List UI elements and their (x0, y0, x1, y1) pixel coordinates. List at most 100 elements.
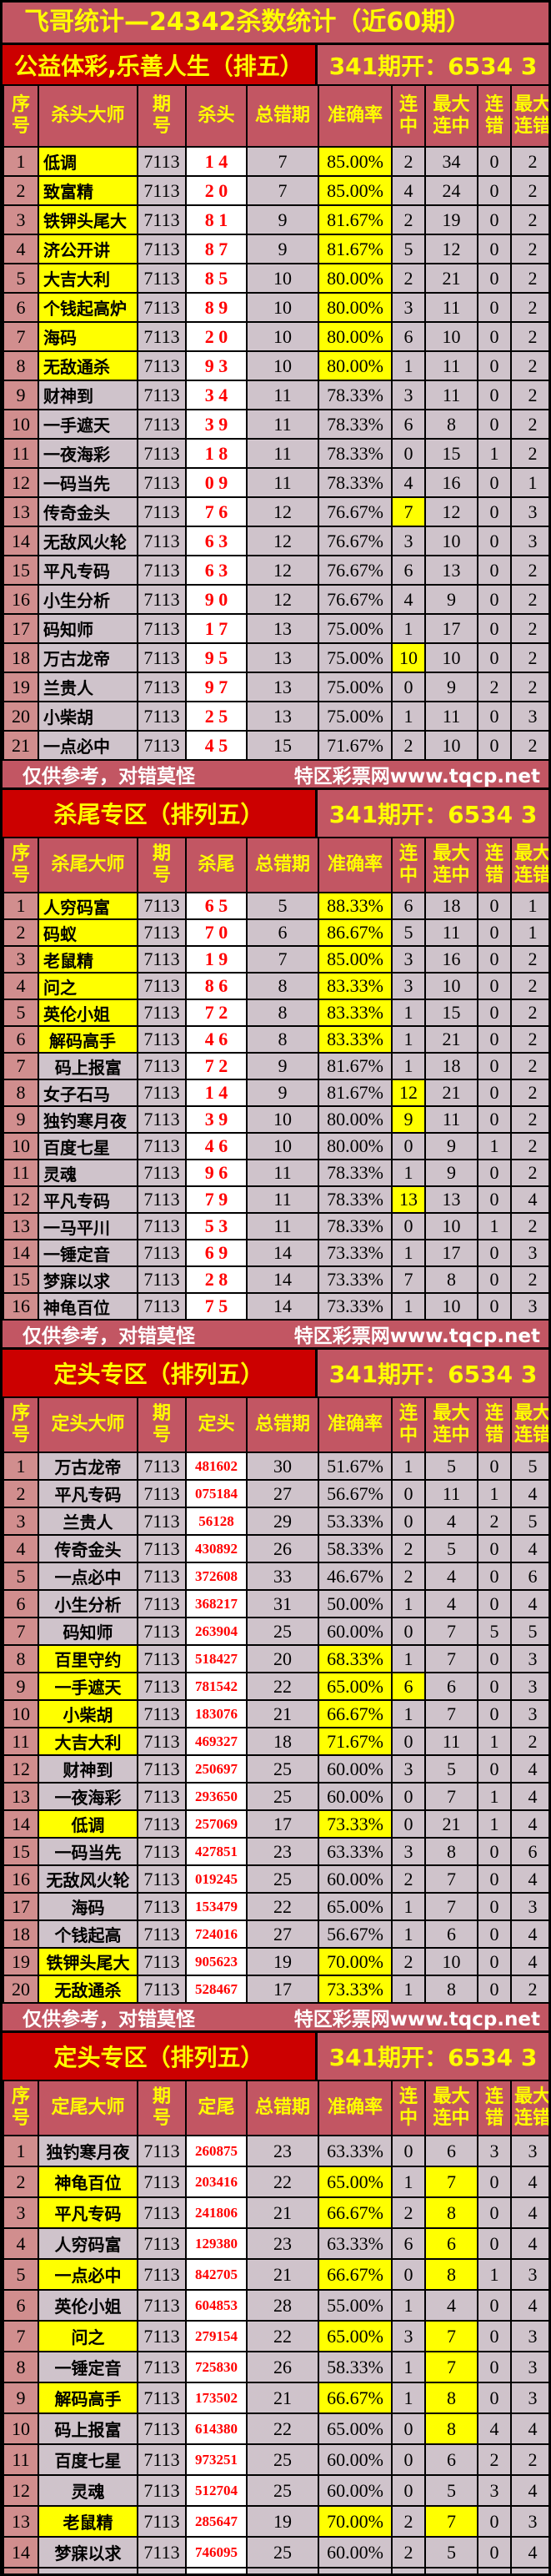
cell-streak-lose: 2 (477, 2443, 512, 2476)
cell-total-wrong: 21 (246, 2382, 319, 2414)
cell-master: 一夜海彩 (38, 1782, 138, 1811)
cell-period: 7113 (137, 1239, 187, 1267)
col-header-max-streak-lose: 最大 连错 (510, 84, 548, 148)
table-row: 16 神龟百位 7113 7 5 14 73.33% 1 10 0 3 (3, 1292, 548, 1321)
cell-period: 7113 (137, 2382, 187, 2414)
cell-master: 传奇金头 (38, 496, 138, 527)
cell-index: 13 (3, 2505, 39, 2538)
cell-master: 码上报富 (38, 1052, 138, 1080)
cell-kill: 2 5 (185, 701, 248, 732)
cell-master: 码知师 (38, 1617, 138, 1646)
cell-streak-lose: 0 (477, 496, 512, 527)
cell-streak-win: 2 (391, 1947, 426, 1976)
cell-total-wrong: 26 (246, 2351, 319, 2383)
table-row: 20 小柴胡 7113 2 5 13 75.00% 1 11 0 3 (3, 701, 548, 732)
cell-period: 7113 (137, 1052, 187, 1080)
col-header-kill: 杀头 (185, 84, 248, 148)
cell-max-streak-win: 5 (424, 1534, 478, 1563)
cell-max-streak-lose: 2 (510, 1975, 548, 2004)
cell-index: 5 (3, 263, 39, 294)
cell-kill: 3 4 (185, 380, 248, 410)
cell-streak-lose: 2 (477, 1507, 512, 1536)
site-link[interactable]: 特区彩票网www.tqcp.net (293, 1326, 540, 1347)
cell-streak-win: 3 (391, 526, 426, 556)
cell-streak-lose: 1 (477, 1809, 512, 1839)
col-header-accuracy: 准确率 (318, 1396, 393, 1453)
site-link[interactable]: 特区彩票网www.tqcp.net (293, 766, 540, 787)
table-row: 7 码上报富 7113 7 2 9 81.67% 1 18 0 2 (3, 1052, 548, 1080)
cell-kill: 7 6 (185, 496, 248, 527)
table-row: 11 一夜海彩 7113 1 8 11 78.33% 0 15 1 2 (3, 438, 548, 469)
cell-accuracy: 73.33% (318, 1265, 393, 1294)
cell-kill: 6 3 (185, 555, 248, 586)
cell-kill: 368217 (185, 1589, 248, 1618)
cell-streak-win: 6 (391, 2227, 426, 2260)
cell-master: 无敌通杀 (38, 1975, 138, 2004)
cell-total-wrong: 22 (246, 2320, 319, 2352)
site-link[interactable]: 特区彩票网www.tqcp.net (293, 2009, 540, 2030)
cell-streak-lose: 0 (477, 918, 512, 947)
cell-max-streak-win: 7 (424, 2351, 478, 2383)
cell-kill: 8 1 (185, 204, 248, 235)
cell-accuracy: 60.00% (318, 2443, 393, 2476)
cell-max-streak-lose: 4 (510, 2227, 548, 2260)
cell-kill: 293650 (185, 1782, 248, 1811)
disclaimer-bar: 仅供参考，对错莫怪 特区彩票网www.tqcp.net (3, 761, 548, 790)
cell-max-streak-win: 11 (424, 701, 478, 732)
cell-streak-win: 1 (391, 1292, 426, 1321)
cell-index: 7 (3, 1052, 39, 1080)
table-row: 12 财神到 7113 250697 25 60.00% 3 5 0 4 (3, 1754, 548, 1784)
cell-max-streak-lose: 2 (510, 1132, 548, 1160)
cell-total-wrong: 11 (246, 467, 319, 498)
cell-kill: 2 8 (185, 1265, 248, 1294)
cell-accuracy: 70.00% (318, 1947, 393, 1976)
cell-accuracy: 50.00% (318, 1589, 393, 1618)
cell-max-streak-win: 10 (424, 972, 478, 1000)
cell-total-wrong: 8 (246, 972, 319, 1000)
table-row: 13 老鼠精 7113 285647 19 70.00% 2 7 0 3 (3, 2505, 548, 2538)
cell-kill: 285647 (185, 2505, 248, 2538)
cell-period: 7113 (137, 496, 187, 527)
cell-max-streak-win: 8 (424, 2258, 478, 2291)
cell-period: 7113 (137, 292, 187, 323)
table-row: 16 无敌风火轮 7113 019245 25 60.00% 2 7 0 4 (3, 1864, 548, 1894)
cell-max-streak-lose: 2 (510, 945, 548, 974)
cell-kill: 6 3 (185, 526, 248, 556)
cell-index: 21 (3, 730, 39, 761)
cell-accuracy: 66.67% (318, 2258, 393, 2291)
cell-accuracy: 73.33% (318, 1809, 393, 1839)
cell-accuracy: 88.33% (318, 892, 393, 920)
cell-max-streak-lose: 3 (510, 1672, 548, 1701)
cell-period: 7113 (137, 892, 187, 920)
cell-streak-win: 1 (391, 999, 426, 1027)
cell-accuracy: 75.00% (318, 642, 393, 673)
cell-kill: 2 0 (185, 175, 248, 206)
cell-max-streak-lose: 2 (510, 146, 548, 177)
cell-kill: 724016 (185, 1919, 248, 1949)
cell-streak-win: 2 (391, 2196, 426, 2229)
cell-period: 7113 (137, 2443, 187, 2476)
cell-accuracy: 81.67% (318, 1052, 393, 1080)
table-row: 5 英伦小姐 7113 7 2 8 83.33% 1 15 0 2 (3, 999, 548, 1027)
cell-max-streak-lose: 2 (510, 2443, 548, 2476)
cell-master: 一手遮天 (38, 1672, 138, 1701)
cell-index: 12 (3, 1185, 39, 1214)
table-row: 13 一马平川 7113 5 3 11 78.33% 0 10 1 2 (3, 1212, 548, 1240)
cell-streak-win: 0 (391, 2474, 426, 2507)
cell-index: 11 (3, 438, 39, 469)
col-header-kill: 定头 (185, 1396, 248, 1453)
cell-index: 13 (3, 496, 39, 527)
table-row: 2 码蚁 7113 7 0 6 86.67% 5 11 0 1 (3, 918, 548, 947)
cell-streak-lose: 0 (477, 526, 512, 556)
cell-max-streak-win: 4 (424, 2289, 478, 2322)
cell-total-wrong: 25 (246, 1754, 319, 1784)
cell-index: 2 (3, 1479, 39, 1508)
table-row: 14 一锤定音 7113 6 9 14 73.33% 1 17 0 3 (3, 1239, 548, 1267)
cell-streak-win: 1 (391, 2351, 426, 2383)
cell-index: 14 (3, 2536, 39, 2568)
cell-streak-lose: 0 (477, 175, 512, 206)
cell-streak-win: 2 (391, 1534, 426, 1563)
cell-total-wrong: 30 (246, 1452, 319, 1481)
cell-kill: 7 2 (185, 1052, 248, 1080)
cell-accuracy: 60.00% (318, 1782, 393, 1811)
